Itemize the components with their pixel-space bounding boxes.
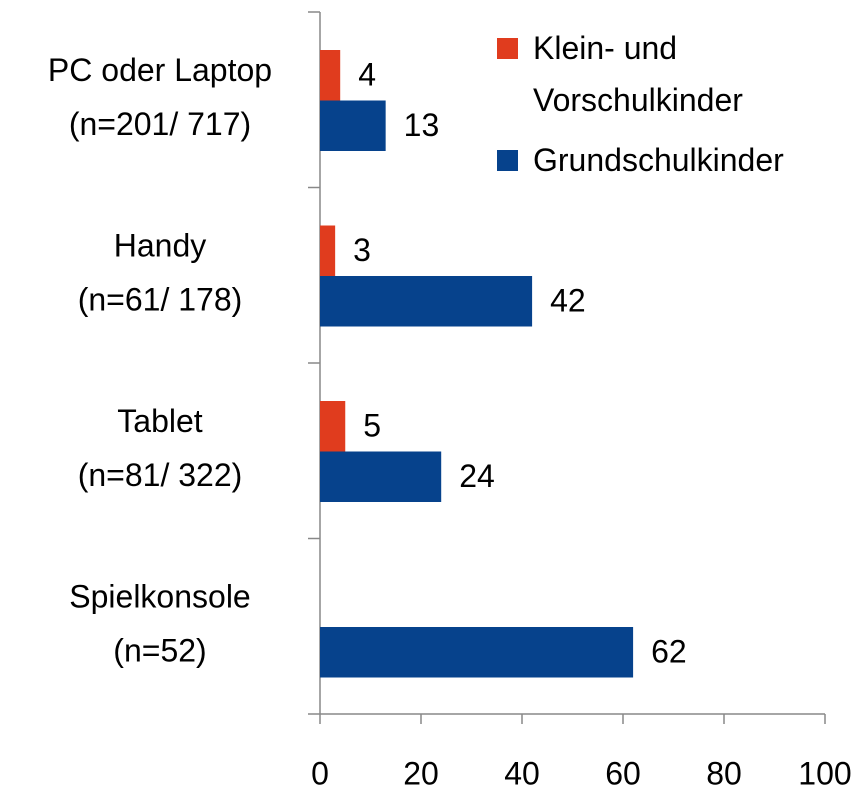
category-label: Spielkonsole: [69, 579, 250, 615]
x-tick-label: 80: [706, 755, 742, 791]
category-label: PC oder Laptop: [48, 52, 272, 88]
category-label: Tablet: [117, 403, 203, 439]
bar: [320, 276, 533, 327]
x-tick-label: 20: [403, 755, 439, 791]
category-label: Handy: [114, 228, 207, 264]
bar: [320, 100, 386, 151]
value-label: 24: [459, 458, 495, 494]
bar: [320, 627, 634, 678]
value-label: 62: [651, 634, 687, 670]
category-label: (n=52): [113, 633, 206, 669]
category-label: (n=201/ 717): [69, 106, 251, 142]
legend-label: Klein- und Vorschulkinder: [533, 30, 743, 118]
x-tick-label: 0: [311, 755, 329, 791]
bar: [320, 225, 336, 276]
value-label: 13: [404, 107, 440, 143]
value-label: 42: [550, 283, 586, 319]
x-tick-label: 60: [605, 755, 641, 791]
x-tick-label: 40: [504, 755, 540, 791]
value-label: 4: [358, 57, 376, 93]
category-label: (n=81/ 322): [78, 457, 243, 493]
legend-label: Grundschulkinder: [533, 142, 784, 178]
legend-swatch: [497, 38, 518, 59]
bar: [320, 401, 346, 452]
legend-swatch: [497, 150, 518, 171]
category-label: (n=61/ 178): [78, 282, 243, 318]
value-label: 5: [363, 408, 381, 444]
value-label: 3: [353, 232, 371, 268]
x-tick-label: 100: [798, 755, 851, 791]
bar: [320, 50, 341, 101]
bar: [320, 451, 442, 502]
